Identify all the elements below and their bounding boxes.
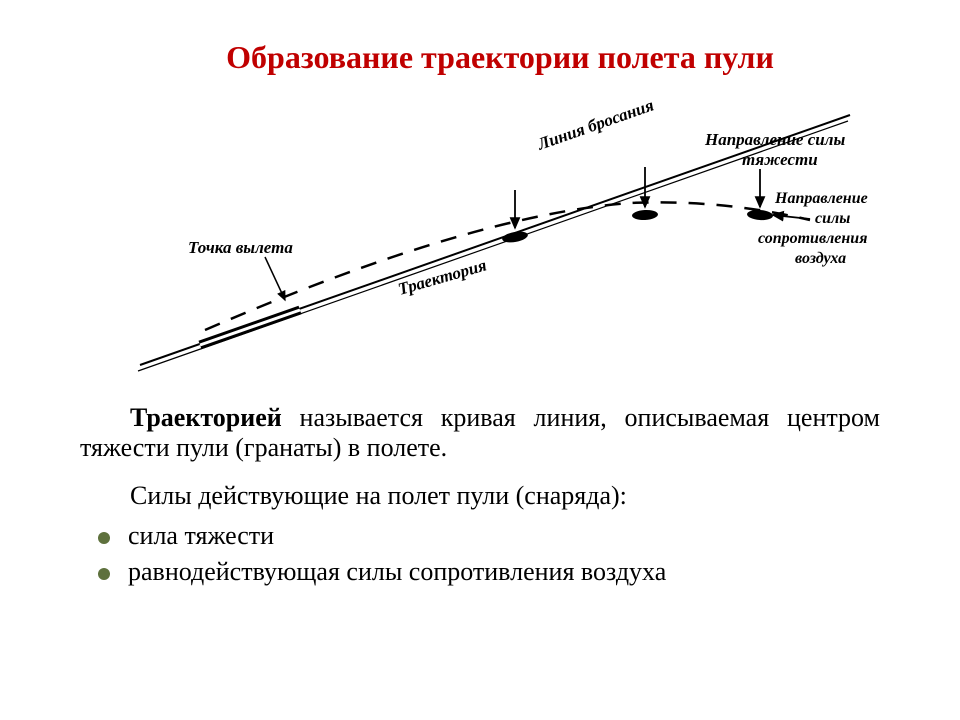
bullet-air-resistance: равнодействующая силы сопротивления возд… <box>80 557 880 587</box>
svg-text:тяжести: тяжести <box>742 150 818 169</box>
definition-paragraph: Траекторией называется кривая линия, опи… <box>80 403 880 463</box>
svg-text:Направление силы: Направление силы <box>704 130 845 149</box>
svg-text:воздуха: воздуха <box>795 250 846 267</box>
slide: Образование траектории полета пули Точка… <box>0 0 960 720</box>
body-text: Траекторией называется кривая линия, опи… <box>70 403 890 587</box>
bullet-gravity: сила тяжести <box>80 521 880 551</box>
svg-text:силы: силы <box>815 210 850 227</box>
svg-text:Точка вылета: Точка вылета <box>188 238 293 257</box>
trajectory-diagram: Точка вылетаЛиния бросанияТраекторияНапр… <box>70 85 890 395</box>
svg-text:сопротивления: сопротивления <box>758 230 867 247</box>
slide-title: Образование траектории полета пули <box>70 40 890 75</box>
forces-list: сила тяжести равнодействующая силы сопро… <box>80 521 880 587</box>
diagram-svg: Точка вылетаЛиния бросанияТраекторияНапр… <box>70 85 890 395</box>
trajectory-term: Траекторией <box>130 403 282 432</box>
svg-text:Направление: Направление <box>774 190 868 207</box>
forces-intro: Силы действующие на полет пули (снаряда)… <box>80 481 880 511</box>
